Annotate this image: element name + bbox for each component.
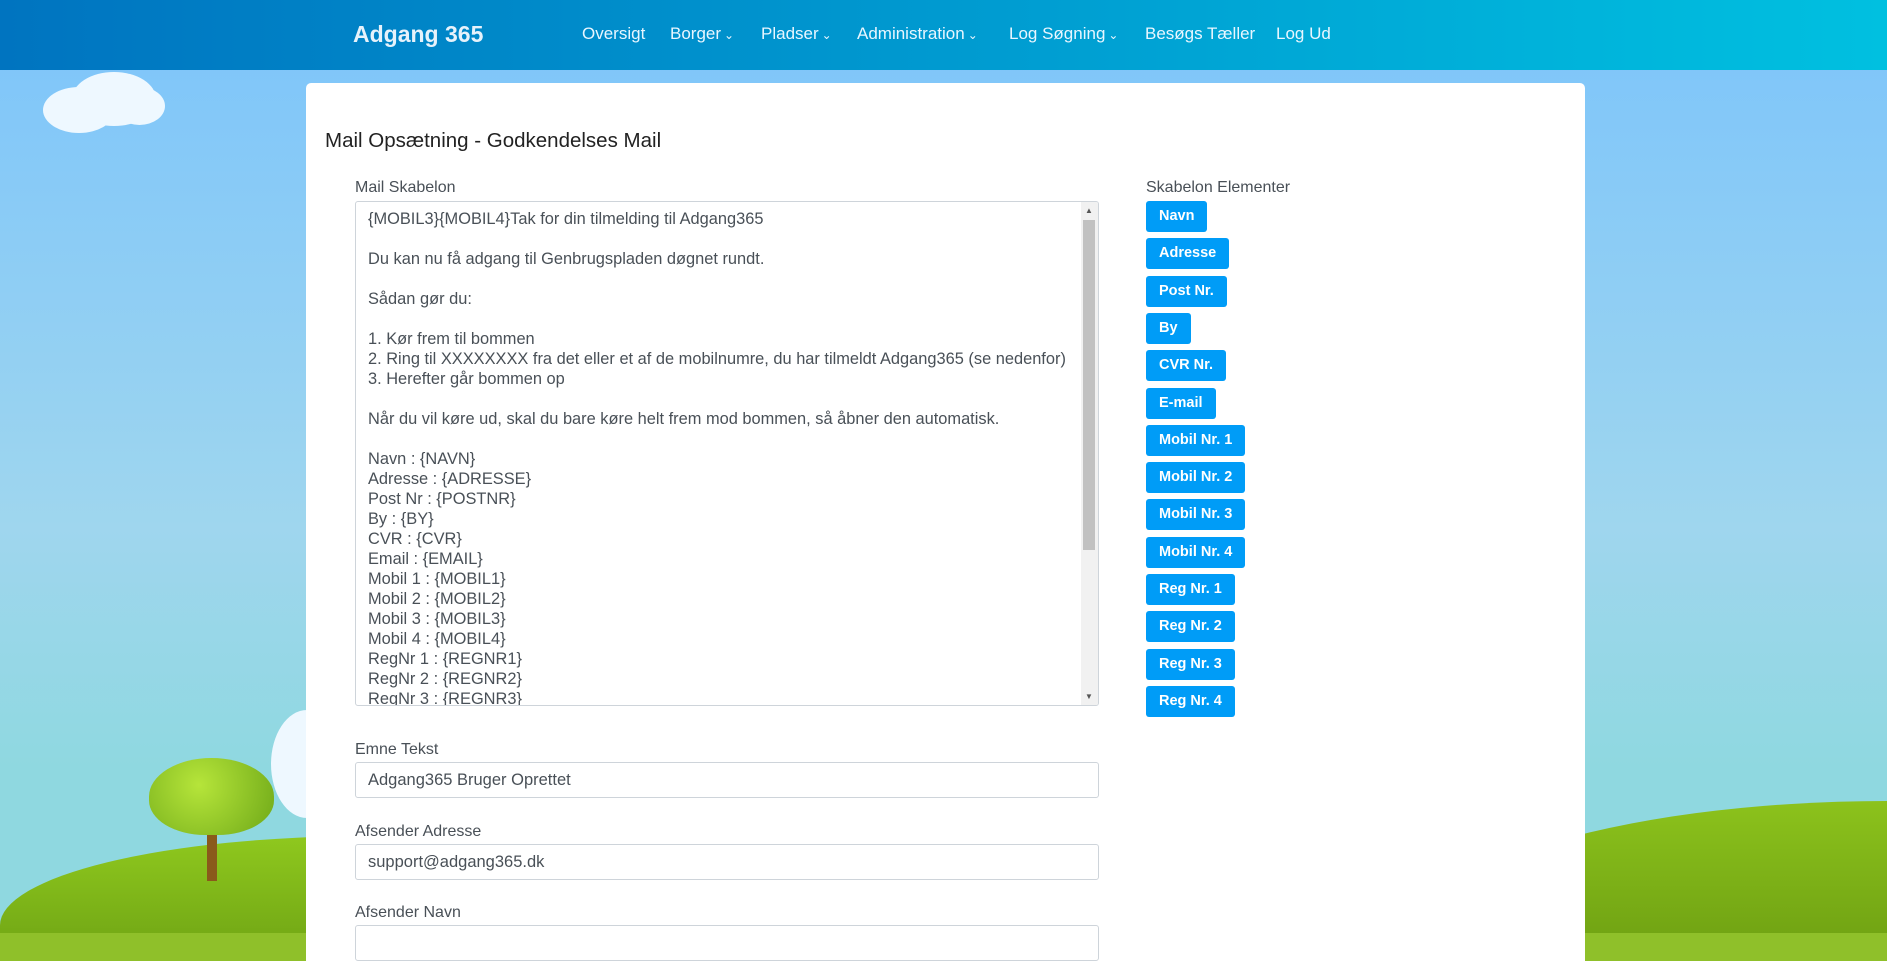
scroll-up-icon[interactable]: ▲ bbox=[1085, 206, 1093, 215]
elements-label: Skabelon Elementer bbox=[1146, 179, 1291, 196]
scroll-down-icon[interactable]: ▼ bbox=[1085, 692, 1093, 701]
sender-name-label: Afsender Navn bbox=[355, 904, 461, 921]
chevron-down-icon: ⌄ bbox=[724, 28, 735, 42]
insert-element-button[interactable]: By bbox=[1146, 313, 1191, 344]
sender-address-label: Afsender Adresse bbox=[355, 823, 482, 840]
insert-element-button[interactable]: Reg Nr. 2 bbox=[1146, 611, 1235, 642]
insert-element-button[interactable]: Mobil Nr. 2 bbox=[1146, 462, 1246, 493]
scrollbar-thumb[interactable] bbox=[1083, 220, 1095, 550]
nav-item-pladser[interactable]: Pladser ⌄ bbox=[761, 24, 832, 44]
nav-item-log-søgning[interactable]: Log Søgning ⌄ bbox=[1009, 24, 1118, 44]
nav-item-log-ud[interactable]: Log Ud bbox=[1276, 24, 1331, 44]
insert-element-button[interactable]: CVR Nr. bbox=[1146, 350, 1226, 381]
subject-label: Emne Tekst bbox=[355, 741, 439, 758]
insert-element-button[interactable]: Reg Nr. 4 bbox=[1146, 686, 1235, 717]
chevron-down-icon: ⌄ bbox=[1108, 28, 1119, 42]
template-textarea[interactable]: {MOBIL3}{MOBIL4}Tak for din tilmelding t… bbox=[355, 201, 1099, 706]
insert-element-button[interactable]: E-mail bbox=[1146, 388, 1216, 419]
navbar: Adgang 365 Oversigt Borger ⌄ Pladser ⌄ Admini… bbox=[0, 0, 1887, 70]
page-title: Mail Opsætning - Godkendelses Mail bbox=[325, 129, 662, 152]
nav-item-label: Pladser bbox=[761, 24, 819, 43]
template-text[interactable]: {MOBIL3}{MOBIL4}Tak for din tilmelding t… bbox=[368, 210, 1066, 706]
sender-address-input[interactable] bbox=[355, 844, 1099, 880]
nav-item-administration[interactable]: Administration ⌄ bbox=[857, 24, 978, 44]
insert-element-button[interactable]: Mobil Nr. 4 bbox=[1146, 537, 1246, 568]
settings-card: Mail Opsætning - Godkendelses Mail Mail … bbox=[306, 83, 1585, 961]
nav-item-besøgs-tæller[interactable]: Besøgs Tæller bbox=[1145, 24, 1255, 44]
nav-item-oversigt[interactable]: Oversigt bbox=[582, 24, 645, 44]
template-label: Mail Skabelon bbox=[355, 179, 456, 196]
insert-element-button[interactable]: Post Nr. bbox=[1146, 276, 1227, 307]
scrollbar[interactable]: ▲ ▼ bbox=[1081, 202, 1098, 705]
insert-element-button[interactable]: Navn bbox=[1146, 201, 1208, 232]
insert-element-button[interactable]: Mobil Nr. 3 bbox=[1146, 499, 1246, 530]
subject-input[interactable] bbox=[355, 762, 1099, 798]
sender-name-input[interactable] bbox=[355, 925, 1099, 961]
chevron-down-icon: ⌄ bbox=[967, 28, 978, 42]
insert-element-button[interactable]: Reg Nr. 1 bbox=[1146, 574, 1235, 605]
chevron-down-icon: ⌄ bbox=[821, 28, 832, 42]
nav-item-label: Borger bbox=[670, 24, 722, 43]
insert-element-button[interactable]: Reg Nr. 3 bbox=[1146, 649, 1235, 680]
nav-item-label: Administration bbox=[857, 24, 965, 43]
nav-item-label: Besøgs Tæller bbox=[1145, 24, 1256, 43]
nav-item-label: Oversigt bbox=[582, 24, 646, 43]
nav-item-label: Log Ud bbox=[1276, 24, 1331, 43]
nav-item-label: Log Søgning bbox=[1009, 24, 1106, 43]
nav-item-borger[interactable]: Borger ⌄ bbox=[670, 24, 734, 44]
insert-element-button[interactable]: Adresse bbox=[1146, 238, 1230, 269]
insert-element-button[interactable]: Mobil Nr. 1 bbox=[1146, 425, 1246, 456]
brand-logo[interactable]: Adgang 365 bbox=[353, 21, 484, 47]
